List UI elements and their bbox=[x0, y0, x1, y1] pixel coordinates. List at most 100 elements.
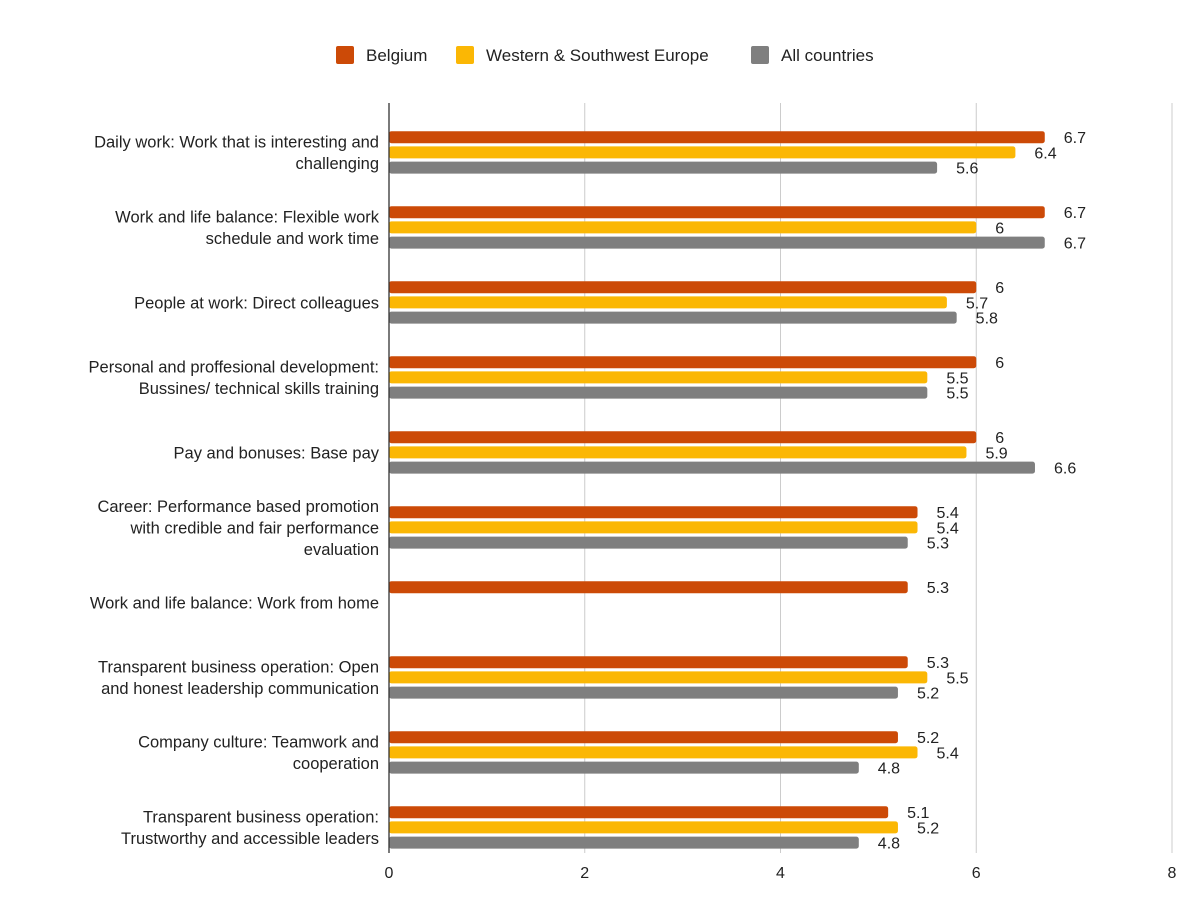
bar-all-countries bbox=[389, 536, 908, 549]
bar-belgium bbox=[389, 656, 908, 669]
data-label: 6.7 bbox=[1064, 205, 1086, 222]
data-label: 6 bbox=[995, 355, 1004, 372]
bar-all-countries bbox=[389, 311, 957, 324]
value-label-layer: 6.76.45.66.766.765.75.865.55.565.96.65.4… bbox=[878, 130, 1086, 852]
data-label: 5.9 bbox=[985, 445, 1007, 462]
data-label: 5.3 bbox=[927, 580, 949, 597]
data-label: 5.2 bbox=[917, 730, 939, 747]
bar-western-southwest-europe bbox=[389, 296, 947, 309]
data-label: 6.7 bbox=[1064, 236, 1086, 253]
category-label-line: Bussines/ technical skills training bbox=[139, 380, 379, 398]
bar-western-southwest-europe bbox=[389, 446, 967, 459]
data-label: 5.4 bbox=[937, 520, 959, 537]
category-label-line: Transparent business operation: bbox=[143, 809, 379, 827]
data-label: 5.6 bbox=[956, 161, 978, 178]
bar-belgium bbox=[389, 506, 918, 519]
bar-belgium bbox=[389, 356, 977, 369]
legend-label: Belgium bbox=[366, 46, 427, 65]
category-label: People at work: Direct colleagues bbox=[134, 294, 379, 312]
data-label: 6.7 bbox=[1064, 130, 1086, 147]
data-label: 5.2 bbox=[917, 686, 939, 703]
bar-all-countries bbox=[389, 386, 928, 399]
data-label: 5.2 bbox=[917, 820, 939, 837]
category-label-line: Work and life balance: Work from home bbox=[90, 594, 379, 612]
bar-western-southwest-europe bbox=[389, 821, 898, 834]
data-label: 6.4 bbox=[1034, 145, 1056, 162]
data-label: 5.4 bbox=[937, 505, 959, 522]
data-label: 6.6 bbox=[1054, 461, 1076, 478]
legend-label: All countries bbox=[781, 46, 874, 65]
bar-belgium bbox=[389, 731, 898, 744]
data-label: 4.8 bbox=[878, 761, 900, 778]
bar-western-southwest-europe bbox=[389, 671, 928, 684]
data-label: 5.1 bbox=[907, 805, 929, 822]
bar-western-southwest-europe bbox=[389, 221, 977, 234]
legend-label: Western & Southwest Europe bbox=[486, 46, 709, 65]
data-label: 5.8 bbox=[976, 311, 998, 328]
category-label: Transparent business operation: Open and … bbox=[98, 659, 379, 699]
category-label-line: Work and life balance: Flexible work bbox=[115, 209, 380, 227]
data-label: 6 bbox=[995, 220, 1004, 237]
category-label-line: Daily work: Work that is interesting and bbox=[94, 134, 379, 152]
category-label-line: Company culture: Teamwork and bbox=[138, 734, 379, 752]
category-label: Work and life balance: Work from home bbox=[90, 594, 379, 612]
bar-belgium bbox=[389, 206, 1045, 219]
bar-western-southwest-europe bbox=[389, 521, 918, 534]
category-label-line: with credible and fair performance bbox=[129, 519, 379, 537]
data-label: 6 bbox=[995, 430, 1004, 447]
category-label-line: evaluation bbox=[304, 541, 379, 559]
legend-swatch-western-southwest-europe bbox=[456, 46, 474, 64]
category-label: Company culture: Teamwork and cooperation bbox=[138, 734, 379, 774]
category-label-layer: Daily work: Work that is interesting and… bbox=[89, 134, 380, 849]
legend-swatch-all-countries bbox=[751, 46, 769, 64]
bar-all-countries bbox=[389, 236, 1045, 249]
data-label: 5.7 bbox=[966, 295, 988, 312]
data-label: 4.8 bbox=[878, 836, 900, 853]
data-label: 5.3 bbox=[927, 536, 949, 553]
category-label: Personal and proffesional development: Bu… bbox=[89, 359, 379, 399]
bar-layer bbox=[389, 131, 1045, 849]
data-label: 5.5 bbox=[946, 370, 968, 387]
legend: Belgium Western & Southwest Europe All cou… bbox=[336, 46, 874, 65]
category-label-line: Transparent business operation: Open bbox=[98, 659, 379, 677]
bar-all-countries bbox=[389, 836, 859, 849]
x-tick-label: 6 bbox=[972, 865, 981, 882]
bar-belgium bbox=[389, 806, 889, 819]
bar-western-southwest-europe bbox=[389, 746, 918, 759]
bar-all-countries bbox=[389, 686, 898, 699]
bar-western-southwest-europe bbox=[389, 371, 928, 384]
x-tick-label: 4 bbox=[776, 865, 785, 882]
bar-belgium bbox=[389, 281, 977, 294]
x-tick-label: 8 bbox=[1168, 865, 1177, 882]
category-label-line: cooperation bbox=[293, 755, 379, 773]
category-label: Career: Performance based promotion with … bbox=[97, 498, 379, 559]
data-label: 5.4 bbox=[937, 745, 959, 762]
category-label-line: Personal and proffesional development: bbox=[89, 359, 379, 377]
category-label-line: People at work: Direct colleagues bbox=[134, 294, 379, 312]
bar-belgium bbox=[389, 431, 977, 444]
category-label: Daily work: Work that is interesting and… bbox=[94, 134, 379, 174]
bar-all-countries bbox=[389, 461, 1035, 474]
bar-all-countries bbox=[389, 161, 938, 174]
data-label: 5.3 bbox=[927, 655, 949, 672]
category-label: Pay and bonuses: Base pay bbox=[174, 444, 380, 462]
bar-all-countries bbox=[389, 761, 859, 774]
category-label: Work and life balance: Flexible work sche… bbox=[115, 209, 380, 249]
category-label-line: Trustworthy and accessible leaders bbox=[121, 830, 379, 848]
category-label-line: challenging bbox=[296, 155, 379, 173]
category-label: Transparent business operation: Trustwort… bbox=[121, 809, 379, 849]
bar-western-southwest-europe bbox=[389, 146, 1016, 159]
bar-belgium bbox=[389, 581, 908, 594]
tick-label-layer: 0 2 4 6 8 bbox=[385, 865, 1177, 882]
category-label-line: and honest leadership communication bbox=[101, 680, 379, 698]
data-label: 5.5 bbox=[946, 386, 968, 403]
category-label-line: schedule and work time bbox=[206, 230, 379, 248]
category-label-line: Pay and bonuses: Base pay bbox=[174, 444, 380, 462]
category-label-line: Career: Performance based promotion bbox=[97, 498, 379, 516]
data-label: 6 bbox=[995, 280, 1004, 297]
x-tick-label: 2 bbox=[580, 865, 589, 882]
data-label: 5.5 bbox=[946, 670, 968, 687]
legend-swatch-belgium bbox=[336, 46, 354, 64]
